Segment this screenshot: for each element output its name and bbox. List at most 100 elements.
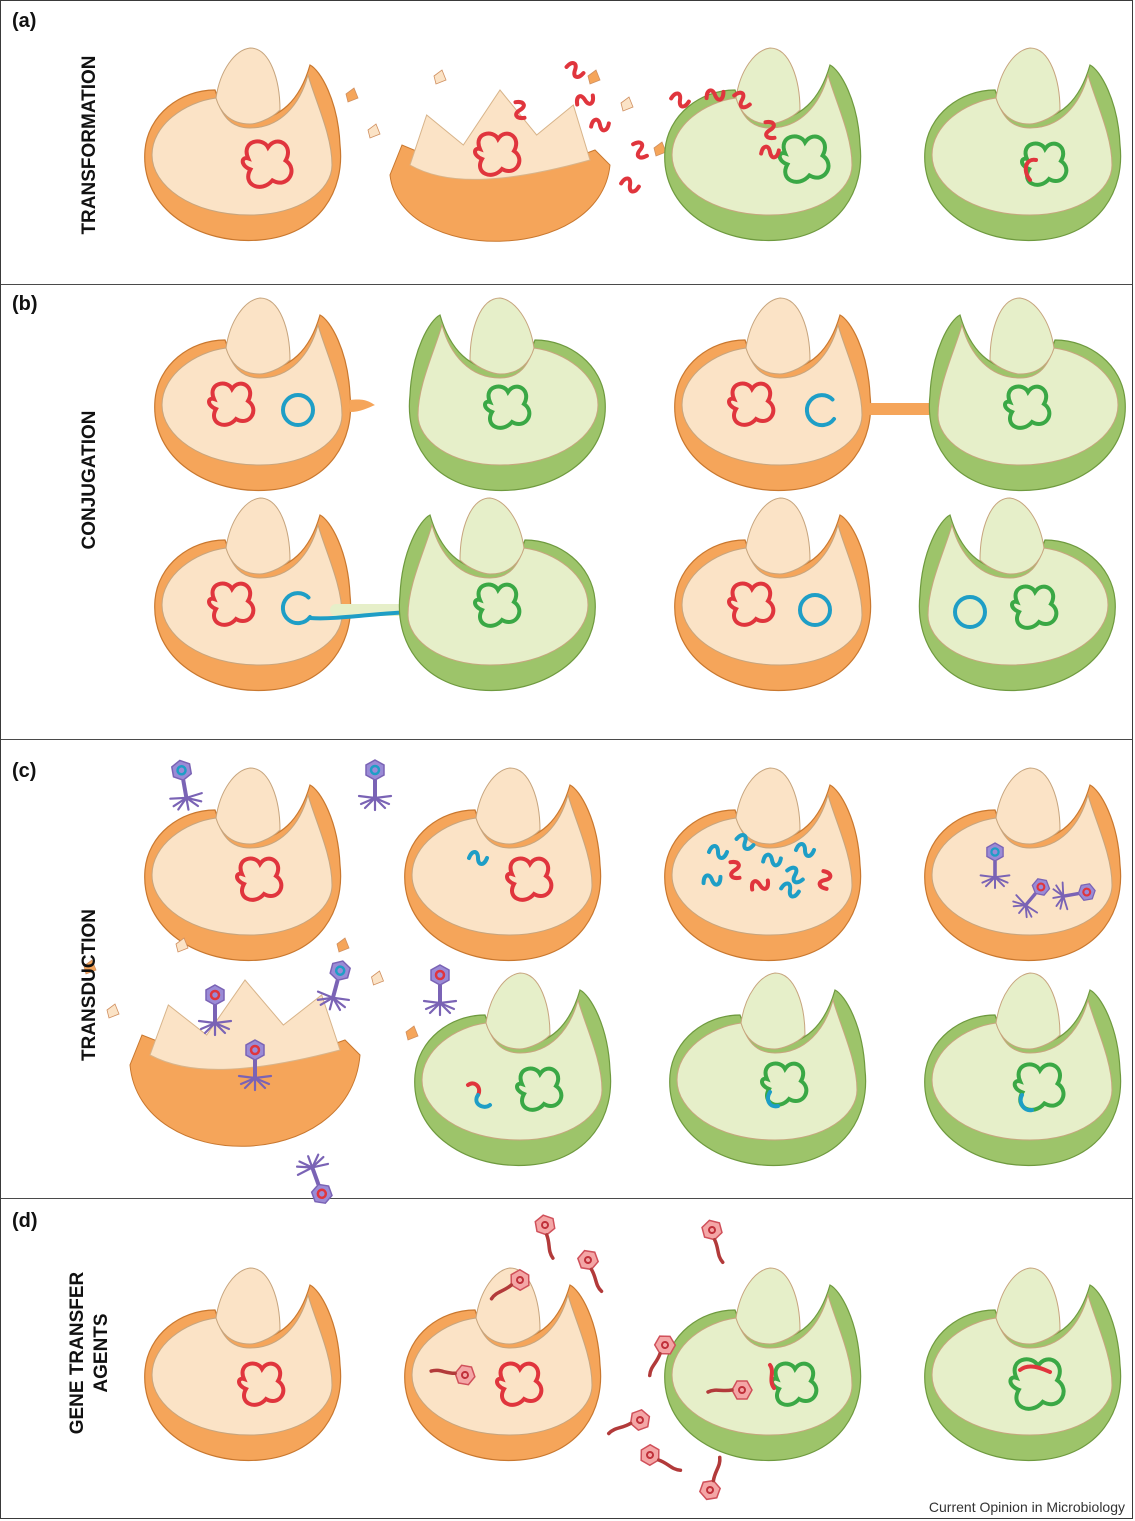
b1-donor-chromosome xyxy=(207,381,256,427)
b2-donor-plasmid-opening xyxy=(804,393,836,428)
c6-chromosome xyxy=(515,1066,564,1112)
a-free-dna-fragment-5 xyxy=(589,117,611,133)
panel-c-label: (c) xyxy=(12,760,37,782)
d2-gta-internal xyxy=(429,1364,476,1386)
b4-transconjugant-cell-flap xyxy=(979,497,1045,575)
b3-recipient-cell xyxy=(398,497,596,692)
c5-released-phage-3 xyxy=(237,1039,273,1092)
c6-recipient-cell-flap xyxy=(485,972,551,1050)
c3-dna-fragment-6 xyxy=(728,859,742,881)
c7-chromosome xyxy=(760,1061,809,1107)
c1-attaching-phage xyxy=(169,759,203,811)
c2-donor-cell xyxy=(404,767,602,962)
c3-replicating-cell-flap xyxy=(735,767,801,845)
d3-gta-attached-3 xyxy=(706,1380,753,1400)
c3-dna-fragment-9 xyxy=(817,869,833,891)
c7-pairing-dna xyxy=(766,1090,780,1109)
a-donor-cell-flap xyxy=(215,47,281,125)
c3-dna-fragment-4 xyxy=(794,842,816,858)
c2-chromosome xyxy=(505,856,554,902)
b3-recipient-cell-flap xyxy=(459,497,525,575)
b4-donor-plasmid xyxy=(798,593,832,627)
d3-chromosome xyxy=(770,1361,819,1407)
c5-released-phage-4 xyxy=(295,1153,333,1204)
c3-replicating-cell xyxy=(664,767,862,962)
panel-a-label: (a) xyxy=(12,10,37,32)
d4-recombinant-cell-flap xyxy=(995,1267,1061,1345)
c4-progeny-phage-3 xyxy=(1052,881,1096,911)
a-recipient-cell xyxy=(664,47,862,242)
d-gta-free-2 xyxy=(640,1443,683,1473)
d4-chromosome xyxy=(1008,1357,1066,1411)
c3-dna-fragment-5 xyxy=(701,873,723,887)
b3-donor-cell-flap xyxy=(225,497,291,575)
b4-donor-cell xyxy=(674,497,872,692)
a-free-dna-fragment-4 xyxy=(513,99,527,121)
b4-donor-cell-flap xyxy=(745,497,811,575)
a-uptake-fragment-1 xyxy=(704,88,726,102)
d2-chromosome xyxy=(495,1361,544,1407)
b2-recipient-cell-flap xyxy=(989,297,1055,375)
d3-recipient-cell-flap xyxy=(735,1267,801,1345)
a-recipient-chromosome xyxy=(777,134,831,184)
d3-gta-attached-2 xyxy=(701,1219,725,1265)
panel-a-title: TRANSFORMATION xyxy=(79,55,100,235)
panel-d-title-line1: GENE TRANSFER xyxy=(67,1271,88,1435)
d2-gta-released-1 xyxy=(534,1214,556,1260)
c3-dna-fragment-0 xyxy=(707,844,729,860)
c5-released-phage-2 xyxy=(316,960,352,1012)
a-transformed-cell xyxy=(924,47,1122,242)
panel-c-title: TRANSDUCTION xyxy=(79,909,100,1061)
a-uptake-fragment-0 xyxy=(669,91,691,109)
d4-integrated-dna xyxy=(1018,1364,1052,1374)
a-uptake-fragment-2 xyxy=(732,90,752,110)
c4-assembly-cell xyxy=(924,767,1122,962)
c4-progeny-phage-2 xyxy=(1012,878,1051,919)
b4-transconjugant-chromosome xyxy=(1010,584,1059,630)
d-gta-free-1 xyxy=(606,1408,651,1436)
b3-donor-cell xyxy=(154,497,352,692)
b1-donor-cell xyxy=(154,297,352,492)
c4-progeny-phage-1 xyxy=(979,842,1011,889)
c3-dna-fragment-2 xyxy=(761,852,783,868)
b2-donor-cell-flap xyxy=(745,297,811,375)
c8-transductant-cell-flap xyxy=(995,972,1061,1050)
a-lysed-chromosome xyxy=(473,131,522,177)
a-lysed-donor-cell xyxy=(345,69,667,242)
d3-gta-attached-4 xyxy=(698,1455,722,1501)
d3-gta-attached-1 xyxy=(647,1335,677,1378)
b2-recipient-chromosome xyxy=(1003,384,1052,430)
a-recipient-cell-flap xyxy=(735,47,801,125)
b4-donor-chromosome xyxy=(727,581,776,627)
a-free-dna-fragment-3 xyxy=(619,176,641,194)
panel-divider-ab xyxy=(1,284,1132,285)
c2-phage-dna xyxy=(467,850,489,866)
a-donor-chromosome xyxy=(240,139,294,189)
b4-transconjugant-plasmid xyxy=(953,595,987,629)
b1-recipient-cell-flap xyxy=(469,297,535,375)
panel-b-title: CONJUGATION xyxy=(79,410,100,550)
c3-dna-fragment-3 xyxy=(785,865,805,885)
d4-recombinant-cell xyxy=(924,1267,1122,1462)
d1-chromosome xyxy=(237,1361,286,1407)
d1-producer-cell-flap xyxy=(215,1267,281,1345)
panel-d-label: (d) xyxy=(12,1210,38,1232)
c8-transductant-cell xyxy=(924,972,1122,1167)
d2-producer-cell-flap xyxy=(475,1267,541,1345)
panel-d-title-line2: AGENTS xyxy=(91,1313,112,1393)
b2-donor-cell xyxy=(674,297,872,492)
c4-assembly-cell-flap xyxy=(995,767,1061,845)
panel-divider-bc xyxy=(1,739,1132,740)
d2-gta-released-2 xyxy=(489,1268,530,1301)
panel-divider-cd xyxy=(1,1198,1132,1199)
c8-chromosome xyxy=(1012,1062,1066,1112)
a-free-dna-fragment-0 xyxy=(564,61,586,79)
b2-donor-chromosome xyxy=(727,381,776,427)
c8-integrated-dna xyxy=(1018,1093,1034,1113)
journal-credit: Current Opinion in Microbiology xyxy=(928,1499,1125,1515)
c3-dna-fragment-7 xyxy=(749,878,771,892)
c7-recipient-cell-flap xyxy=(740,972,806,1050)
a-uptake-fragment-3 xyxy=(763,119,777,141)
